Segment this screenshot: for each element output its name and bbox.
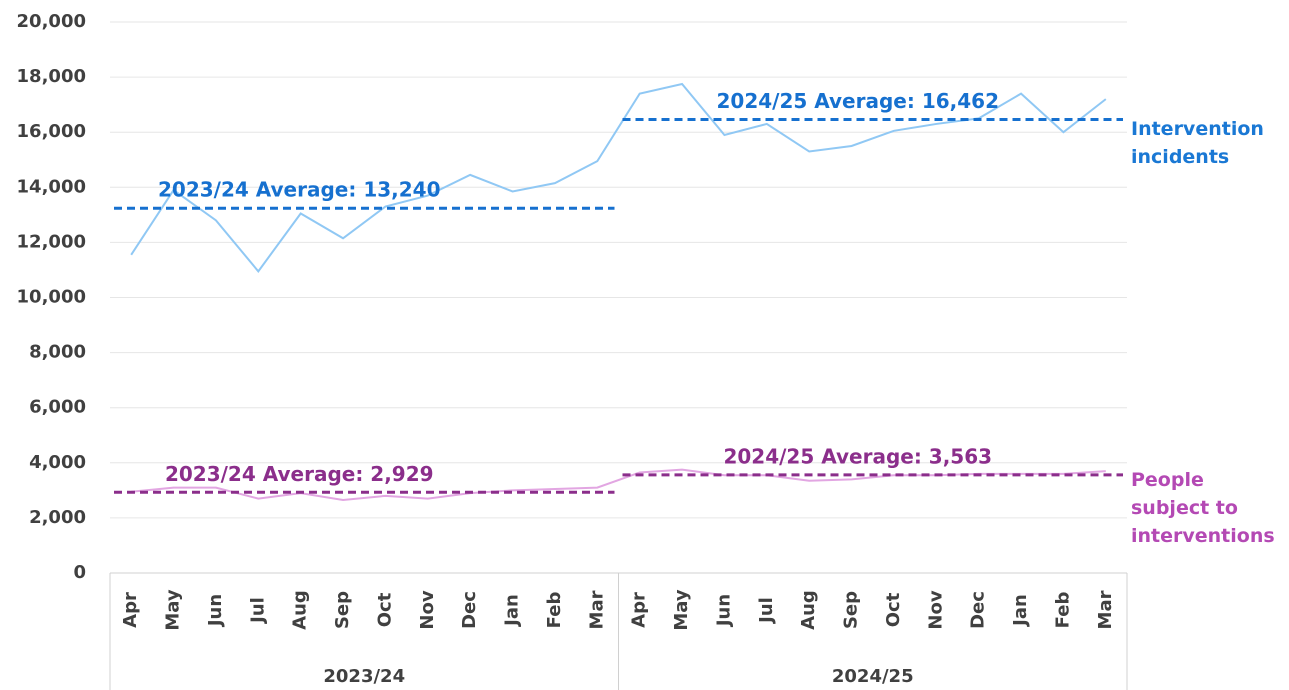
series-label: People subject to interventions bbox=[1131, 469, 1275, 547]
average-label: 2024/25 Average: 3,563 bbox=[723, 444, 992, 468]
x-tick-label: Mar bbox=[1095, 590, 1116, 629]
average-label: 2024/25 Average: 16,462 bbox=[716, 89, 999, 113]
x-tick-label: Mar bbox=[586, 590, 607, 629]
series-line bbox=[130, 82, 1107, 273]
y-tick-label: 6,000 bbox=[29, 397, 86, 418]
x-tick-label: Feb bbox=[544, 592, 565, 629]
x-tick-label: Apr bbox=[629, 592, 650, 628]
x-tick-label: Feb bbox=[1052, 592, 1073, 629]
average-label: 2023/24 Average: 2,929 bbox=[165, 462, 434, 486]
x-tick-label: Jan bbox=[502, 594, 523, 628]
y-tick-label: 2,000 bbox=[29, 507, 86, 528]
y-tick-label: 8,000 bbox=[29, 342, 86, 363]
x-tick-label: Jun bbox=[205, 594, 226, 628]
y-tick-label: 12,000 bbox=[17, 231, 86, 252]
series-line bbox=[131, 468, 1106, 501]
y-tick-label: 18,000 bbox=[17, 66, 86, 87]
x-tick-label: Nov bbox=[417, 590, 438, 629]
x-tick-label: Oct bbox=[883, 592, 904, 627]
y-tick-label: 0 bbox=[73, 562, 86, 583]
x-tick-label: Dec bbox=[968, 591, 989, 629]
series-label: Intervention incidents bbox=[1131, 118, 1264, 168]
x-tick-label: Jan bbox=[1010, 594, 1031, 628]
x-tick-label: Sep bbox=[841, 591, 862, 629]
average-label: 2023/24 Average: 13,240 bbox=[158, 178, 441, 202]
x-tick-label: Aug bbox=[798, 590, 819, 630]
group-label: 2024/25 bbox=[832, 666, 914, 687]
x-tick-label: Jun bbox=[713, 594, 734, 628]
group-label: 2023/24 bbox=[323, 666, 405, 687]
y-tick-label: 4,000 bbox=[29, 452, 86, 473]
y-tick-label: 14,000 bbox=[17, 176, 86, 197]
x-tick-label: Aug bbox=[290, 590, 311, 630]
x-tick-label: Jul bbox=[247, 597, 268, 625]
x-tick-label: Oct bbox=[374, 592, 395, 627]
x-tick-label: Nov bbox=[925, 590, 946, 629]
y-tick-label: 10,000 bbox=[17, 287, 86, 308]
y-tick-label: 20,000 bbox=[17, 11, 86, 32]
x-tick-label: Dec bbox=[459, 591, 480, 629]
x-tick-label: Sep bbox=[332, 591, 353, 629]
x-tick-label: May bbox=[671, 589, 692, 631]
x-tick-label: Jul bbox=[756, 597, 777, 625]
x-tick-label: Apr bbox=[120, 592, 141, 628]
x-tick-label: May bbox=[163, 589, 184, 631]
y-tick-label: 16,000 bbox=[17, 121, 86, 142]
